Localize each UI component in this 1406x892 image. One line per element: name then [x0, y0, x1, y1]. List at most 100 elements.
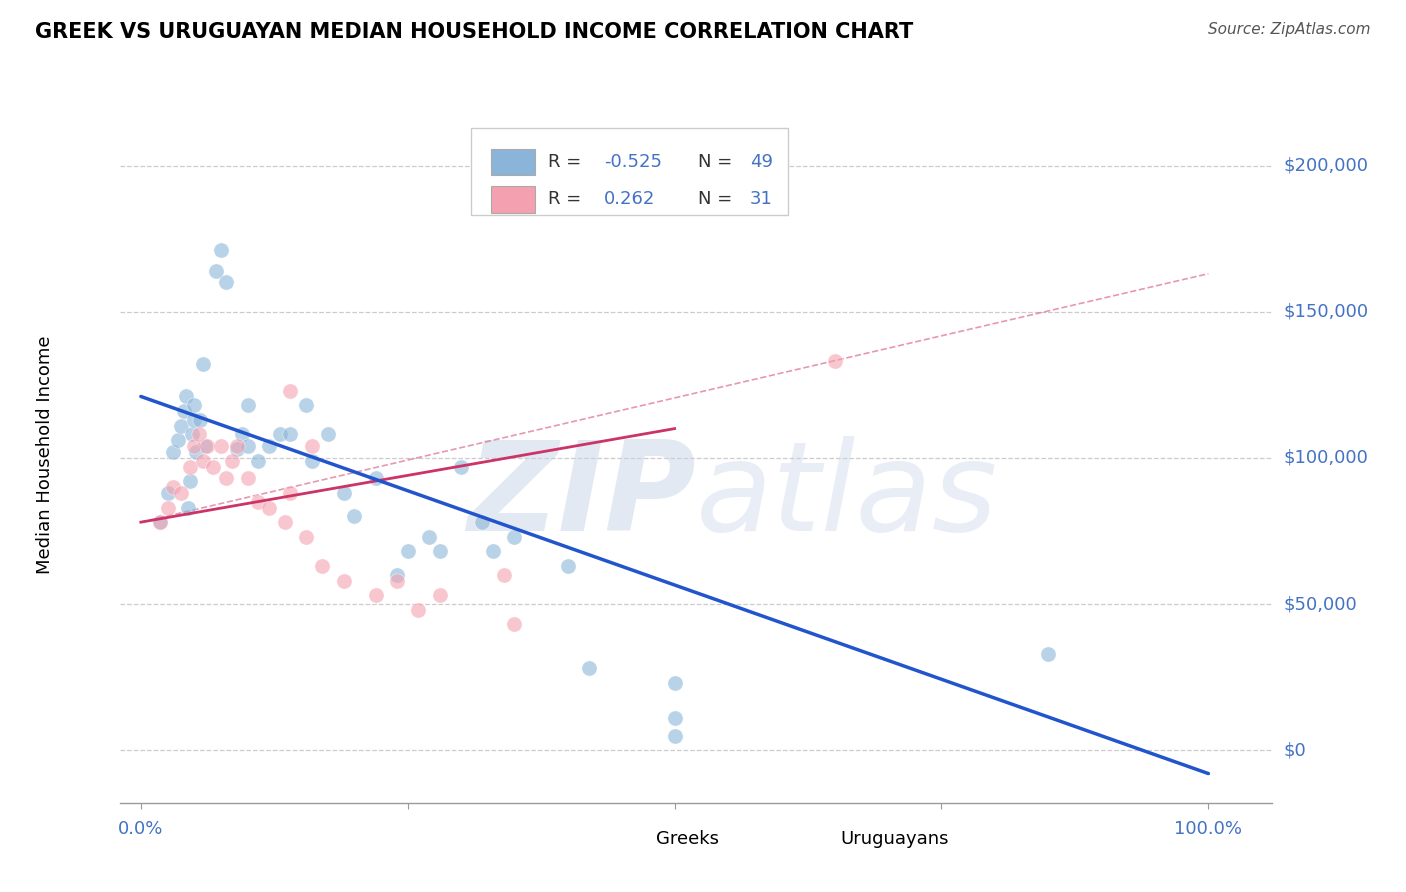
Point: [226, 439, 249, 453]
Point: [482, 544, 505, 558]
Point: [332, 574, 354, 588]
Text: R =: R =: [548, 190, 588, 209]
Text: N =: N =: [699, 190, 738, 209]
Text: 49: 49: [751, 153, 773, 170]
Point: [278, 486, 301, 500]
FancyBboxPatch shape: [471, 128, 789, 215]
Text: GREEK VS URUGUAYAN MEDIAN HOUSEHOLD INCOME CORRELATION CHART: GREEK VS URUGUAYAN MEDIAN HOUSEHOLD INCO…: [35, 22, 914, 42]
Point: [149, 515, 172, 529]
Point: [174, 389, 197, 403]
Point: [257, 500, 280, 515]
Point: [186, 445, 208, 459]
Point: [226, 442, 249, 456]
Bar: [603, 827, 641, 852]
Text: R =: R =: [548, 153, 588, 170]
Point: [295, 530, 318, 544]
Point: [149, 515, 172, 529]
Text: $150,000: $150,000: [1284, 302, 1368, 321]
Point: [170, 486, 193, 500]
Point: [183, 413, 205, 427]
Point: [664, 729, 686, 743]
Point: [316, 427, 339, 442]
Text: 31: 31: [751, 190, 773, 209]
Bar: [491, 149, 534, 175]
Point: [429, 544, 451, 558]
Point: [364, 588, 387, 602]
Point: [195, 439, 218, 453]
Point: [471, 515, 494, 529]
Point: [202, 459, 225, 474]
Point: [278, 384, 301, 398]
Point: [364, 471, 387, 485]
Point: [187, 427, 209, 442]
Point: [247, 494, 270, 508]
Point: [156, 500, 179, 515]
Point: [557, 559, 579, 574]
Point: [156, 486, 179, 500]
Point: [162, 445, 184, 459]
Text: Greeks: Greeks: [655, 830, 718, 848]
Text: 0.0%: 0.0%: [118, 821, 163, 838]
Point: [396, 544, 419, 558]
Point: [181, 427, 204, 442]
Point: [215, 276, 238, 290]
Text: Source: ZipAtlas.com: Source: ZipAtlas.com: [1208, 22, 1371, 37]
Bar: [789, 827, 827, 852]
Point: [343, 509, 366, 524]
Point: [209, 439, 232, 453]
Point: [332, 486, 354, 500]
Point: [578, 661, 600, 675]
Text: ZIP: ZIP: [467, 436, 696, 558]
Point: [191, 357, 214, 371]
Point: [385, 574, 408, 588]
Text: Uruguayans: Uruguayans: [839, 830, 949, 848]
Point: [1038, 647, 1060, 661]
Point: [257, 439, 280, 453]
Point: [215, 471, 238, 485]
Point: [236, 471, 259, 485]
Point: [664, 676, 686, 690]
Text: N =: N =: [699, 153, 738, 170]
Point: [170, 418, 193, 433]
Point: [167, 434, 190, 448]
Point: [183, 439, 205, 453]
Text: $200,000: $200,000: [1284, 156, 1368, 175]
Point: [824, 354, 846, 368]
Point: [236, 439, 259, 453]
Point: [179, 474, 201, 488]
Point: [664, 711, 686, 725]
Text: atlas: atlas: [696, 436, 998, 558]
Point: [385, 567, 408, 582]
Point: [278, 427, 301, 442]
Text: 100.0%: 100.0%: [1174, 821, 1243, 838]
Point: [177, 500, 200, 515]
Point: [179, 459, 201, 474]
Bar: [491, 186, 534, 212]
Point: [301, 439, 323, 453]
Point: [492, 567, 515, 582]
Point: [204, 264, 226, 278]
Point: [173, 404, 195, 418]
Point: [183, 398, 205, 412]
Point: [236, 398, 259, 412]
Point: [188, 413, 211, 427]
Point: [503, 530, 526, 544]
Point: [194, 439, 217, 453]
Text: 0.262: 0.262: [603, 190, 655, 209]
Text: $50,000: $50,000: [1284, 595, 1357, 613]
Point: [429, 588, 451, 602]
Point: [162, 480, 184, 494]
Point: [231, 427, 253, 442]
Point: [450, 459, 472, 474]
Point: [209, 244, 232, 258]
Point: [408, 603, 430, 617]
Point: [269, 427, 291, 442]
Point: [191, 454, 214, 468]
Point: [221, 454, 243, 468]
Point: [274, 515, 297, 529]
Point: [247, 454, 270, 468]
Point: [295, 398, 318, 412]
Point: [418, 530, 440, 544]
Point: [503, 617, 526, 632]
Point: [301, 454, 323, 468]
